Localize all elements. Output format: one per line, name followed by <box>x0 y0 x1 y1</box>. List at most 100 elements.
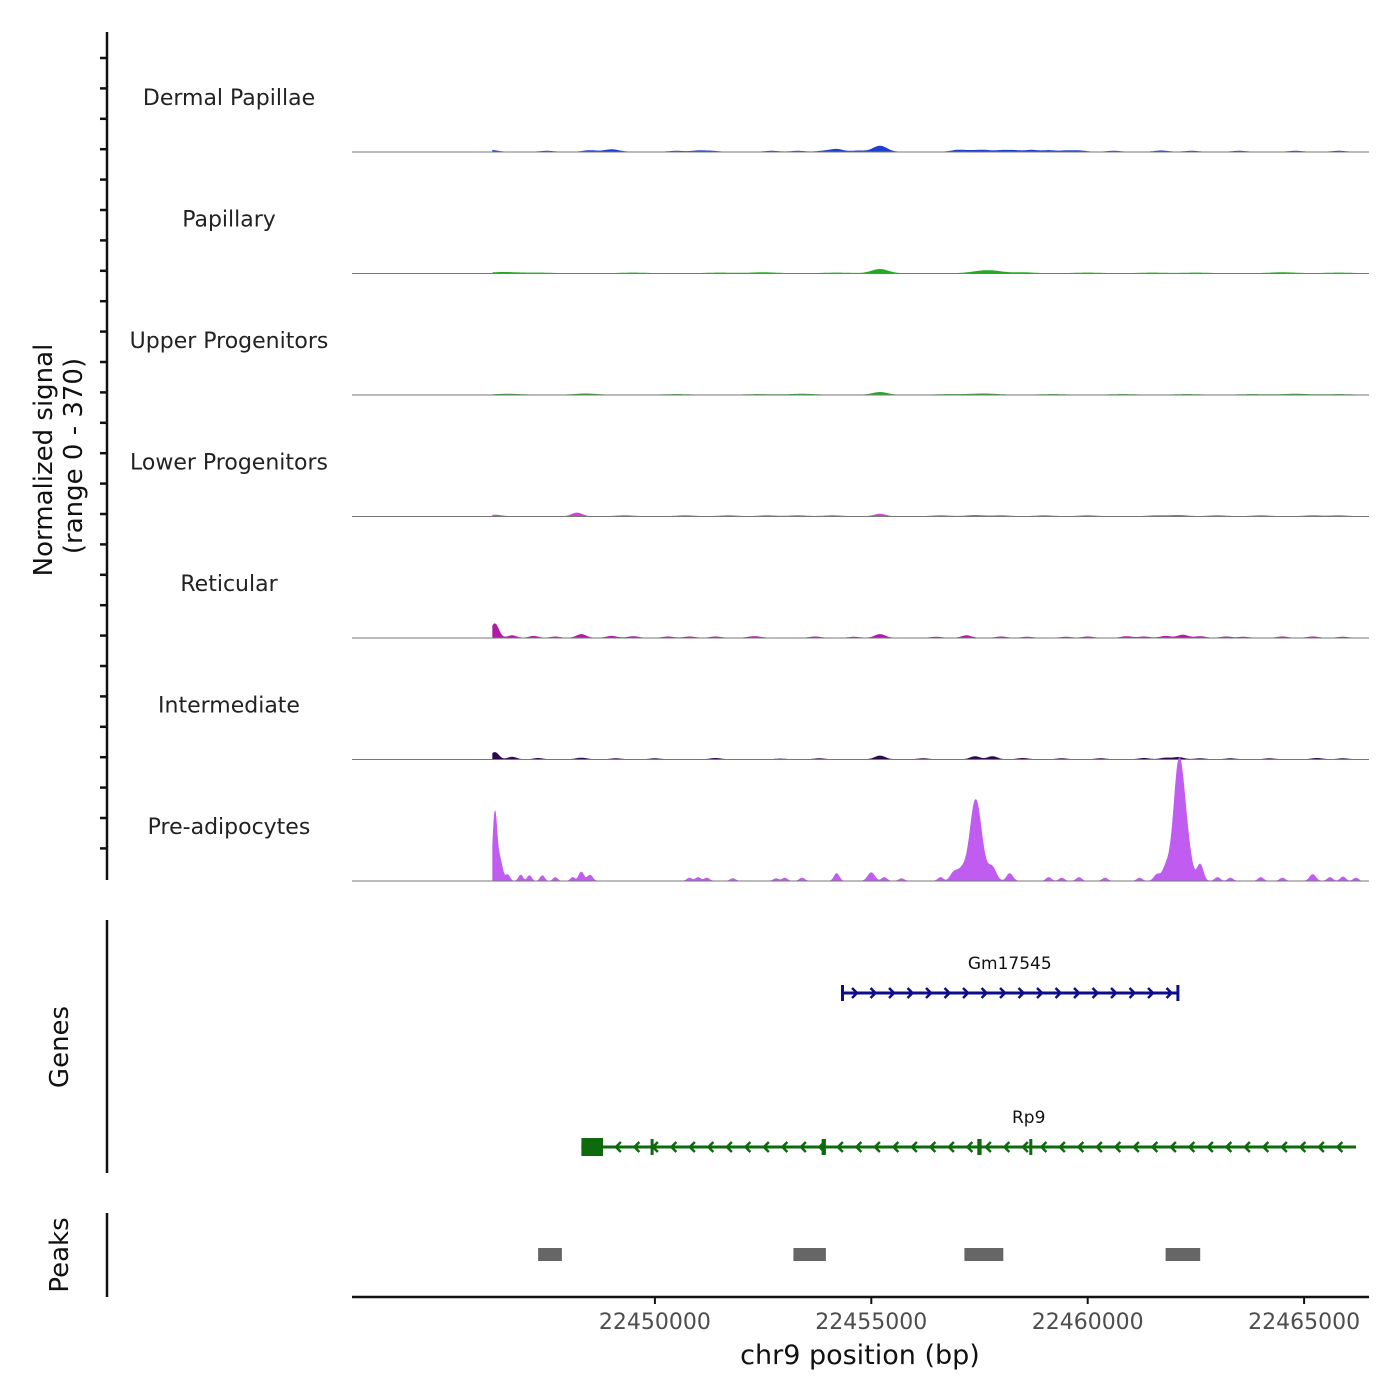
strand-arrow <box>980 987 989 999</box>
strand-arrow <box>1243 1141 1251 1153</box>
x-tick-label: 22455000 <box>815 1310 927 1335</box>
track-signal <box>492 752 1361 760</box>
strand-arrow <box>762 1141 770 1153</box>
track-signal <box>492 512 1361 517</box>
strand-arrow <box>965 1141 974 1153</box>
exon <box>821 1139 826 1155</box>
strand-arrow <box>688 1141 696 1153</box>
peak-region <box>1165 1248 1201 1261</box>
gene-gm17545: Gm17545 <box>841 954 1180 1001</box>
strand-arrow <box>669 1141 678 1153</box>
strand-arrow <box>1169 1141 1177 1153</box>
strand-arrow <box>854 1141 863 1153</box>
gene-annotations: Gm17545 Rp9 <box>581 954 1356 1156</box>
track-reticular: Reticular <box>180 572 1369 639</box>
strand-arrow <box>1036 987 1044 999</box>
track-lower-progenitors: Lower Progenitors <box>130 451 1369 517</box>
exon <box>581 1138 603 1156</box>
y-axis-label-line2: (range 0 - 370) <box>59 358 89 554</box>
strand-arrow <box>1091 987 1100 999</box>
y-axis-label-line1: Normalized signal <box>29 344 59 577</box>
track-label: Lower Progenitors <box>130 451 328 476</box>
peak-region <box>793 1248 826 1261</box>
track-dermal-papillae: Dermal Papillae <box>143 86 1369 153</box>
strand-arrow <box>1002 1141 1011 1153</box>
strand-arrow <box>1058 1141 1066 1153</box>
track-label: Intermediate <box>158 694 300 719</box>
strand-arrow <box>1039 1141 1048 1153</box>
strand-arrow <box>799 1141 807 1153</box>
strand-arrow <box>925 987 933 999</box>
gene-label: Rp9 <box>1012 1108 1045 1128</box>
strand-arrow <box>836 1141 844 1153</box>
strand-arrow <box>999 987 1007 999</box>
strand-arrow <box>1261 1141 1270 1153</box>
strand-arrow <box>780 1141 789 1153</box>
peaks-panel-label: Peaks <box>45 1217 75 1292</box>
strand-arrow <box>1165 987 1174 999</box>
track-signal <box>492 623 1361 639</box>
track-signal <box>492 145 1361 153</box>
gene-rp9: Rp9 <box>581 1108 1356 1156</box>
strand-arrow <box>1187 1141 1196 1153</box>
strand-arrow <box>1150 1141 1159 1153</box>
strand-arrow <box>984 1141 992 1153</box>
exon <box>650 1139 654 1155</box>
strand-arrow <box>1110 987 1118 999</box>
strand-arrow <box>1095 1141 1103 1153</box>
strand-arrow <box>869 987 878 999</box>
track-pre-adipocytes: Pre-adipocytes <box>148 757 1369 882</box>
peak-region <box>964 1248 1004 1261</box>
track-label: Pre-adipocytes <box>148 815 311 840</box>
track-papillary: Papillary <box>182 208 1369 274</box>
strand-arrow <box>1147 987 1155 999</box>
strand-arrow <box>1128 987 1137 999</box>
strand-arrow <box>891 1141 900 1153</box>
coverage-y-ticks <box>100 56 107 850</box>
exon <box>1176 985 1180 1001</box>
x-axis-ticks: 22450000 22455000 22460000 22465000 <box>599 1297 1360 1335</box>
strand-arrow <box>1132 1141 1140 1153</box>
peak-region <box>538 1248 562 1261</box>
strand-arrow <box>1054 987 1063 999</box>
exon <box>841 985 844 1001</box>
strand-arrow <box>1224 1141 1233 1153</box>
x-tick-label: 22460000 <box>1032 1310 1144 1335</box>
strand-arrow <box>632 1141 641 1153</box>
x-tick-label: 22465000 <box>1248 1310 1360 1335</box>
strand-arrow <box>888 987 896 999</box>
genes-panel-label: Genes <box>45 1006 75 1088</box>
strand-arrow <box>1017 987 1026 999</box>
strand-arrow <box>614 1141 622 1153</box>
x-axis-label: chr9 position (bp) <box>740 1340 980 1371</box>
strand-arrow <box>906 987 915 999</box>
strand-arrow <box>1021 1141 1029 1153</box>
strand-arrow <box>1113 1141 1122 1153</box>
coverage-tracks: Dermal Papillae Papillary Upper Progenitor… <box>130 86 1369 882</box>
strand-arrow <box>725 1141 733 1153</box>
strand-arrow <box>1335 1141 1344 1153</box>
gene-label: Gm17545 <box>968 954 1052 974</box>
strand-arrow <box>873 1141 881 1153</box>
strand-arrow <box>1073 987 1081 999</box>
exon <box>977 1139 982 1155</box>
strand-arrow <box>851 987 859 999</box>
track-label: Dermal Papillae <box>143 86 315 111</box>
strand-arrow <box>1076 1141 1085 1153</box>
track-label: Reticular <box>180 572 278 597</box>
track-upper-progenitors: Upper Progenitors <box>130 329 1369 396</box>
strand-arrow <box>962 987 970 999</box>
strand-arrow <box>1298 1141 1307 1153</box>
strand-arrow <box>910 1141 918 1153</box>
track-label: Papillary <box>182 208 276 233</box>
peak-regions <box>538 1248 1201 1261</box>
strand-arrow <box>743 1141 752 1153</box>
x-tick-label: 22450000 <box>599 1310 711 1335</box>
strand-arrow <box>706 1141 715 1153</box>
track-signal <box>492 757 1361 882</box>
strand-arrow <box>1280 1141 1288 1153</box>
track-label: Upper Progenitors <box>130 329 329 354</box>
track-signal <box>492 268 1362 274</box>
exon <box>1029 1139 1033 1155</box>
